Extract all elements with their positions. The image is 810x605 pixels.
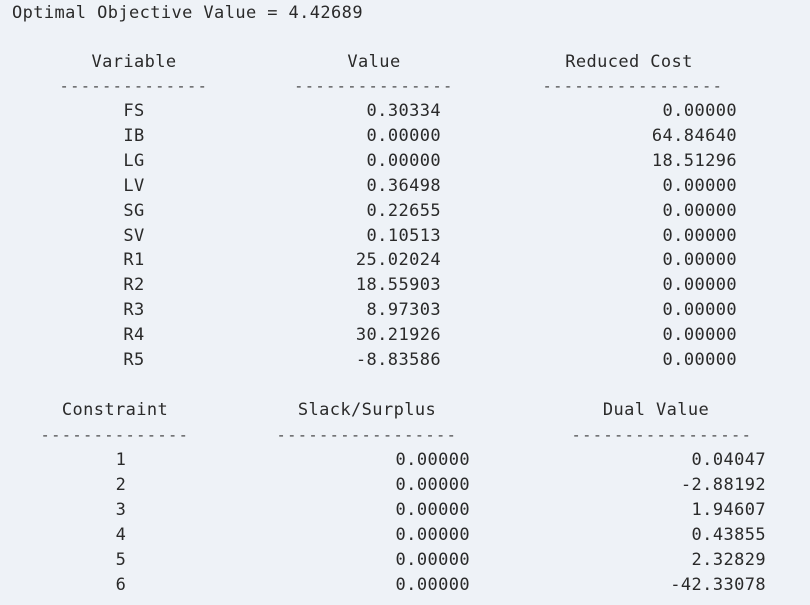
constraint-slack: 0.00000 bbox=[395, 450, 470, 470]
header-variable: Variable bbox=[91, 52, 177, 72]
header-slack-surplus: Slack/Surplus bbox=[297, 400, 437, 420]
constraint-id: 4 bbox=[115, 524, 127, 545]
variable-value: 0.36498 bbox=[366, 175, 441, 196]
variable-reduced-cost: 0.00000 bbox=[662, 200, 737, 221]
variable-reduced-cost: 0.00000 bbox=[662, 101, 737, 121]
variable-name: R4 bbox=[123, 325, 145, 346]
variable-name: LV bbox=[123, 175, 145, 196]
constraint-dual-value: 1.94607 bbox=[691, 499, 766, 520]
divider: ----------------- bbox=[542, 77, 724, 95]
variable-name: IB bbox=[123, 125, 145, 146]
variable-reduced-cost: 0.00000 bbox=[662, 175, 737, 196]
variable-value: 25.02024 bbox=[355, 250, 441, 271]
variable-value: 0.30334 bbox=[366, 101, 441, 121]
constraint-dual-value: 0.43855 bbox=[691, 524, 766, 545]
variable-name: R5 bbox=[123, 350, 145, 370]
constraint-id: 6 bbox=[115, 574, 127, 595]
divider: ----------------- bbox=[571, 426, 753, 444]
constraint-dual-value: 2.32829 bbox=[691, 549, 766, 570]
variable-name: R3 bbox=[123, 300, 145, 321]
divider: --------------- bbox=[294, 77, 454, 95]
header-constraint: Constraint bbox=[61, 400, 169, 420]
constraint-dual-value: -2.88192 bbox=[680, 474, 766, 495]
constraint-id: 2 bbox=[115, 474, 127, 495]
divider: -------------- bbox=[40, 426, 190, 444]
variable-value: 30.21926 bbox=[355, 325, 441, 346]
variable-name: R2 bbox=[123, 275, 145, 296]
constraint-id: 5 bbox=[115, 549, 127, 570]
variable-value: 0.22655 bbox=[366, 200, 441, 221]
variable-value: 0.10513 bbox=[366, 225, 441, 246]
constraint-slack: 0.00000 bbox=[395, 574, 470, 595]
variable-name: R1 bbox=[123, 250, 145, 271]
header-reduced-cost: Reduced Cost bbox=[565, 52, 693, 72]
constraint-slack: 0.00000 bbox=[395, 524, 470, 545]
variable-value: 0.00000 bbox=[366, 150, 441, 171]
constraint-slack: 0.00000 bbox=[395, 474, 470, 495]
variable-reduced-cost: 64.84640 bbox=[651, 125, 737, 146]
variable-reduced-cost: 0.00000 bbox=[662, 250, 737, 271]
constraint-dual-value: 0.04047 bbox=[691, 450, 766, 470]
header-dual-value: Dual Value bbox=[602, 400, 710, 420]
variable-name: SV bbox=[123, 225, 145, 246]
variable-name: FS bbox=[123, 101, 145, 121]
constraint-dual-value: -42.33078 bbox=[670, 574, 766, 595]
variable-name: LG bbox=[123, 150, 145, 171]
variable-reduced-cost: 0.00000 bbox=[662, 225, 737, 246]
divider: ----------------- bbox=[276, 426, 458, 444]
constraint-slack: 0.00000 bbox=[395, 549, 470, 570]
variable-value: 18.55903 bbox=[355, 275, 441, 296]
constraint-id: 1 bbox=[115, 450, 127, 470]
constraint-slack: 0.00000 bbox=[395, 499, 470, 520]
variable-reduced-cost: 18.51296 bbox=[651, 150, 737, 171]
variable-reduced-cost: 0.00000 bbox=[662, 300, 737, 321]
variable-reduced-cost: 0.00000 bbox=[662, 275, 737, 296]
header-value: Value bbox=[347, 52, 401, 72]
objective-line: Optimal Objective Value = 4.42689 bbox=[12, 3, 363, 23]
variable-reduced-cost: 0.00000 bbox=[662, 350, 737, 370]
variable-reduced-cost: 0.00000 bbox=[662, 325, 737, 346]
variable-value: 0.00000 bbox=[366, 125, 441, 146]
variable-value: 8.97303 bbox=[366, 300, 441, 321]
divider: -------------- bbox=[59, 77, 209, 95]
variable-value: -8.83586 bbox=[355, 350, 441, 370]
constraint-id: 3 bbox=[115, 499, 127, 520]
variable-name: SG bbox=[123, 200, 145, 221]
